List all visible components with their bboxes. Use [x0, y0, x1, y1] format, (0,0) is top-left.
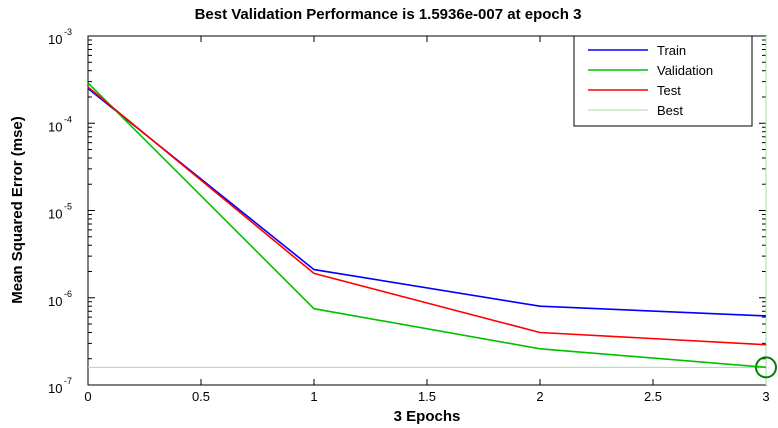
best-marker — [755, 356, 777, 379]
best-indicator — [88, 36, 777, 385]
legend-label-validation: Validation — [657, 63, 713, 78]
legend-box — [573, 35, 753, 127]
x-tick-label: 1 — [310, 389, 317, 404]
y-tick-exponent: -6 — [64, 289, 72, 299]
x-axis-label: 3 Epochs — [394, 408, 461, 425]
y-tick-exponent: -5 — [64, 202, 72, 212]
series-line-train — [87, 87, 767, 317]
x-tick-label: 2 — [536, 389, 543, 404]
x-tick-label: 0 — [84, 389, 91, 404]
x-tick-label: 2.5 — [644, 389, 662, 404]
legend-label-train: Train — [657, 43, 686, 58]
y-tick-label: 10 — [48, 119, 62, 134]
series-line-test — [87, 86, 767, 346]
series-line-validation — [87, 82, 767, 369]
x-tick-label: 0.5 — [192, 389, 210, 404]
chart-title: Best Validation Performance is 1.5936e-0… — [195, 6, 582, 23]
x-tick-label: 3 — [762, 389, 769, 404]
y-tick-exponent: -7 — [64, 376, 72, 386]
series-lines — [87, 82, 767, 369]
legend-label-test: Test — [657, 83, 681, 98]
y-tick-exponent: -4 — [64, 114, 72, 124]
y-axis: 10-710-610-510-410-3 — [48, 27, 766, 396]
y-tick-exponent: -3 — [64, 27, 72, 37]
y-tick-label: 10 — [48, 381, 62, 396]
y-tick-label: 10 — [48, 32, 62, 47]
legend-label-best: Best — [657, 103, 683, 118]
legend: Train Validation Test Best — [573, 35, 753, 127]
x-tick-label: 1.5 — [418, 389, 436, 404]
y-axis-label: Mean Squared Error (mse) — [9, 116, 26, 304]
y-tick-label: 10 — [48, 294, 62, 309]
y-tick-label: 10 — [48, 207, 62, 222]
